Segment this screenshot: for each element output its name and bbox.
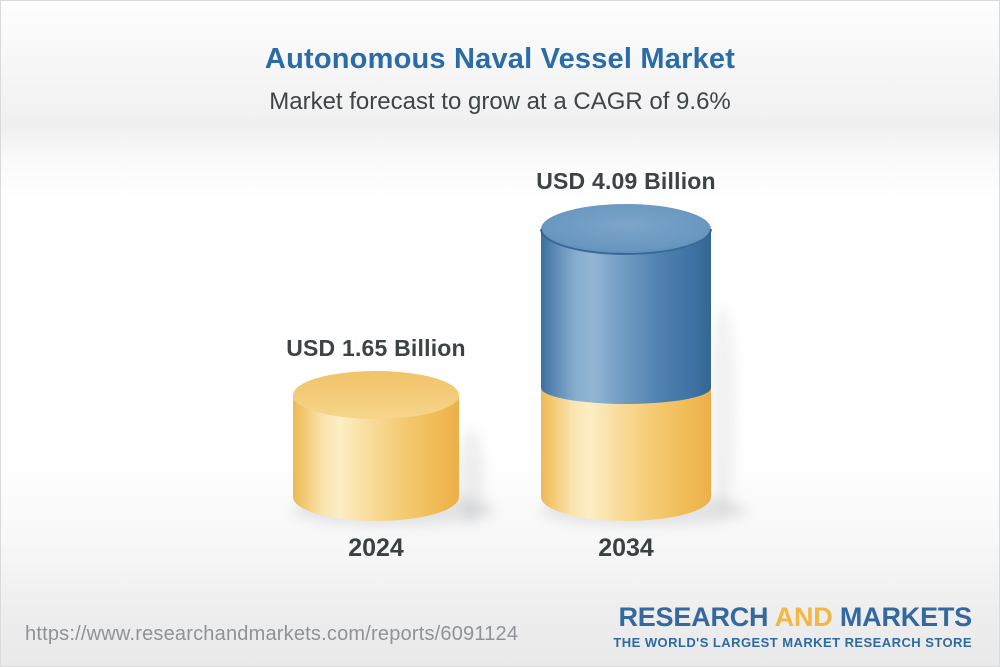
- bar-2024-top: [293, 371, 459, 419]
- value-label-2034: USD 4.09 Billion: [536, 168, 716, 194]
- bar-2034-growth-segment: [541, 229, 711, 404]
- page-title: Autonomous Naval Vessel Market: [264, 43, 736, 75]
- page-subtitle: Market forecast to grow at a CAGR of 9.6…: [269, 88, 731, 115]
- bar-2034-top-rim: [540, 228, 712, 255]
- bar-2034-top: [541, 204, 711, 254]
- footer-url: https://www.researchandmarkets.com/repor…: [25, 623, 519, 645]
- value-label-2024: USD 1.65 Billion: [286, 335, 466, 361]
- logo-word-markets: MARKETS: [839, 602, 972, 632]
- research-and-markets-logo: RESEARCH AND MARKETS THE WORLD'S LARGEST…: [613, 604, 972, 650]
- bar-2024-cylinder: [292, 371, 496, 526]
- logo-wordmark: RESEARCH AND MARKETS: [613, 604, 972, 631]
- axis-label-2034: 2034: [598, 534, 654, 562]
- bar-2024-body: [293, 395, 459, 521]
- logo-word-and: AND: [774, 602, 833, 632]
- bar-2024-shadow-side: [458, 428, 484, 524]
- bar-2034-cylinder: [540, 204, 748, 526]
- logo-tagline: THE WORLD'S LARGEST MARKET RESEARCH STOR…: [613, 635, 972, 650]
- axis-label-2024: 2024: [348, 534, 404, 562]
- logo-word-research: RESEARCH: [618, 602, 769, 632]
- bar-2034-shadow-side: [710, 306, 736, 516]
- bar-2034-base-segment: [541, 388, 711, 521]
